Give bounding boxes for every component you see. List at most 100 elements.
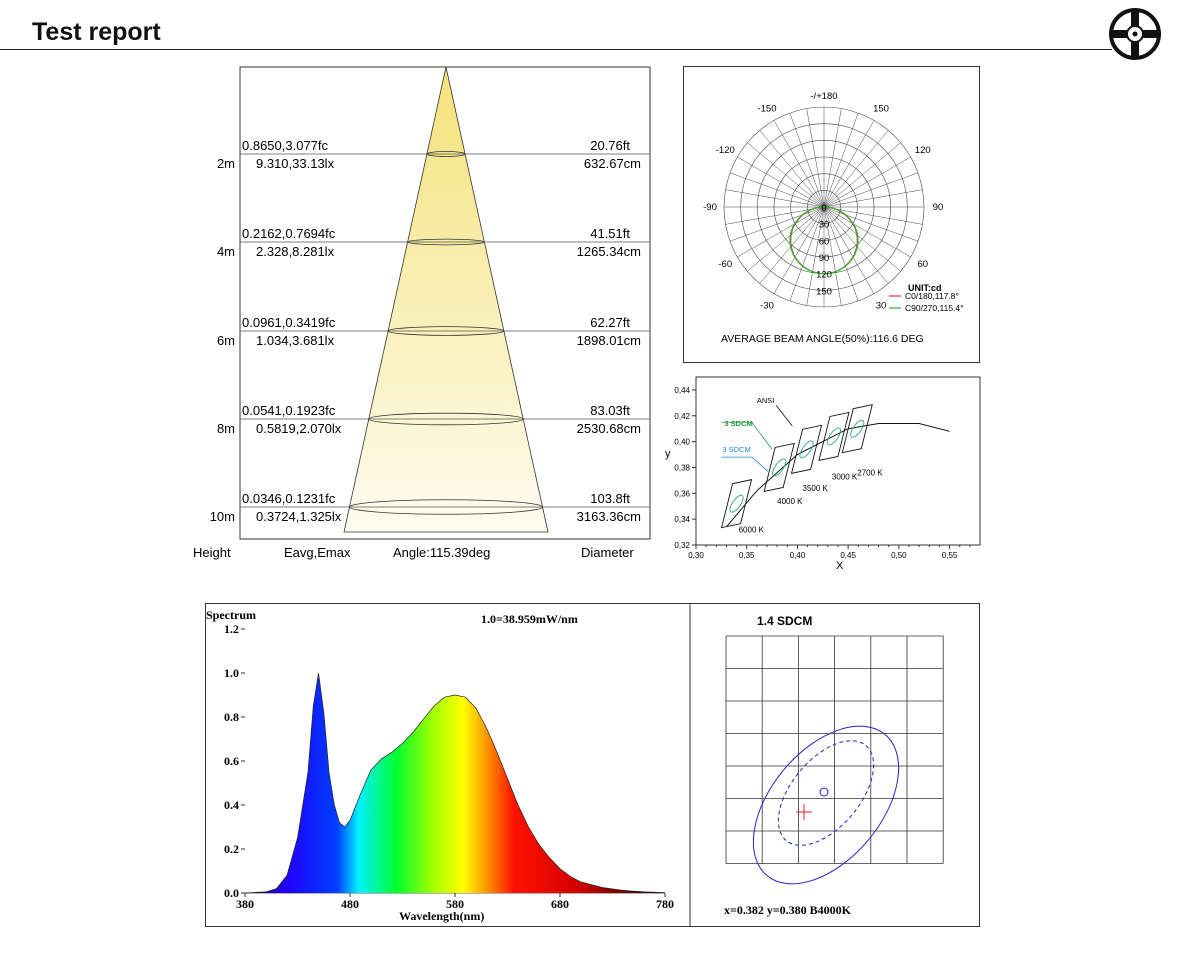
- spectrum-title: Spectrum: [206, 608, 256, 622]
- level-eavg-fc: 0.0541,0.1923fc: [242, 403, 336, 418]
- spectrum-xtick-label: 680: [551, 897, 569, 911]
- level-eavg-lx: 2.328,8.281lx: [256, 244, 335, 259]
- polar-spoke: [729, 172, 825, 208]
- polar-series-curve: [789, 206, 859, 275]
- level-diameter-ft: 20.76ft: [590, 138, 630, 153]
- polar-spoke: [789, 206, 825, 302]
- ansi-pointer: [775, 405, 793, 427]
- polar-spoke: [737, 206, 825, 258]
- level-diameter-cm: 3163.36cm: [577, 509, 641, 524]
- spectrum-xtick-label: 580: [446, 897, 464, 911]
- cie-xtick-label: 0,45: [840, 551, 856, 560]
- cct-label: 4000 K: [777, 497, 803, 506]
- cie-ytick-label: 0,40: [674, 438, 690, 447]
- polar-angle-label: -120: [716, 145, 735, 156]
- polar-angle-label: -30: [760, 301, 774, 312]
- beam-ellipse: [349, 499, 543, 515]
- polar-spoke: [725, 206, 825, 225]
- sdcm-ellipse: [826, 427, 841, 446]
- spectrum-xtick-label: 480: [341, 897, 359, 911]
- polar-spoke: [759, 206, 825, 284]
- cone-frame: [239, 66, 651, 540]
- polar-radial-label: 150: [816, 286, 832, 297]
- beam-ellipse: [387, 326, 505, 336]
- bottom-panel: Spectrum 1.0=38.959mW/nm 0.0 0.2 0.4 0.6 0.8…: [205, 603, 980, 927]
- spectrum-xtick-label: 380: [236, 897, 254, 911]
- level-diameter-cm: 632.67cm: [584, 156, 641, 171]
- ansi-quadrangle: [720, 479, 753, 529]
- polar-spoke: [773, 206, 825, 294]
- spectrum-ytick-label: 0.4: [224, 798, 239, 812]
- cie-ytick-label: 0,34: [674, 515, 690, 524]
- sdcm-inner-ellipse: [777, 740, 875, 846]
- sdcm-green-label: 3 SDCM: [724, 419, 752, 428]
- level-diameter-ft: 62.27ft: [590, 315, 630, 330]
- level-eavg-fc: 0.2162,0.7694fc: [242, 226, 336, 241]
- ansi-quadrangle: [841, 404, 873, 454]
- polar-angle-label: -150: [757, 103, 776, 114]
- cct-label: 6000 K: [739, 525, 765, 534]
- polar-spoke: [789, 112, 825, 208]
- polar-spoke: [823, 112, 859, 208]
- beam-cone-chart: 2m 0.8650,3.077fc 9.310,33.13lx 20.76ft 632.…: [193, 66, 651, 560]
- spectrum-ytick-label: 1.2: [224, 622, 239, 636]
- sdcm-ellipse: [729, 494, 744, 513]
- ansi-label: ANSI: [757, 396, 775, 405]
- polar-spoke: [823, 142, 901, 208]
- polar-spoke: [823, 206, 911, 258]
- polar-spoke: [823, 206, 901, 272]
- level-height: 8m: [217, 421, 235, 436]
- polar-radial-label: 0: [821, 203, 826, 214]
- polar-caption: AVERAGE BEAM ANGLE(50%):116.6 DEG: [721, 333, 924, 345]
- polar-spoke: [823, 206, 923, 225]
- level-eavg-lx: 0.5819,2.070lx: [256, 421, 342, 436]
- polar-spoke: [823, 130, 889, 208]
- polar-radial-label: 120: [816, 270, 832, 281]
- polar-spoke: [729, 206, 825, 242]
- spectrum-ytick-label: 0.6: [224, 754, 239, 768]
- level-diameter-ft: 103.8ft: [590, 491, 630, 506]
- polar-spoke: [823, 206, 875, 294]
- ansi-quadrangle: [763, 442, 795, 493]
- sdcm-ellipse: [799, 440, 814, 459]
- sdcm-green-pointer: [721, 421, 773, 450]
- cie-xtick-label: 0,35: [739, 551, 755, 560]
- polar-spoke: [823, 189, 923, 208]
- polar-legend-label: C0/180,117.8°: [905, 291, 959, 301]
- footer-angle: Angle:115.39deg: [393, 545, 490, 560]
- polar-spoke: [747, 142, 825, 208]
- polar-spoke: [737, 156, 825, 208]
- polar-spoke: [806, 206, 825, 306]
- polar-legend-label: C90/270,115.4°: [905, 303, 964, 313]
- polar-spoke: [806, 108, 825, 208]
- ansi-quadrangle: [790, 424, 823, 474]
- cie-chart: 0,30 0,35 0,40 0,45 0,50 0,55 0,32 0,34 0,36 0,38…: [665, 376, 981, 572]
- spectrum-ytick-label: 0.8: [224, 710, 239, 724]
- level-eavg-lx: 1.034,3.681lx: [256, 333, 335, 348]
- cct-label: 3000 K: [832, 472, 858, 481]
- level-diameter-ft: 83.03ft: [590, 403, 630, 418]
- cie-ytick-label: 0,38: [674, 463, 690, 472]
- polar-spoke: [823, 206, 889, 284]
- cie-xtick-label: 0,40: [790, 551, 806, 560]
- cie-xtick-label: 0,50: [891, 551, 907, 560]
- beam-ellipse: [426, 151, 466, 157]
- polar-radial-label: 30: [819, 220, 830, 231]
- polar-spoke: [823, 120, 875, 208]
- spectrum-area: [245, 673, 665, 893]
- level-height: 10m: [210, 509, 235, 524]
- polar-spoke: [823, 206, 842, 306]
- logo-icon: [1109, 8, 1161, 60]
- spectrum-note: 1.0=38.959mW/nm: [481, 612, 578, 626]
- page-title: Test report: [32, 18, 161, 46]
- polar-spoke: [823, 156, 911, 208]
- spectrum-line: [244, 672, 666, 894]
- polar-spoke: [773, 120, 825, 208]
- polar-frame: [683, 66, 980, 363]
- sdcm-outer-ellipse: [752, 725, 900, 885]
- level-eavg-fc: 0.0961,0.3419fc: [242, 315, 336, 330]
- cie-xtick-label: 0,55: [942, 551, 958, 560]
- spectrum-ytick-label: 0.0: [224, 886, 239, 900]
- footer-eavg: Eavg,Emax: [284, 545, 351, 560]
- level-eavg-lx: 0.3724,1.325lx: [256, 509, 342, 524]
